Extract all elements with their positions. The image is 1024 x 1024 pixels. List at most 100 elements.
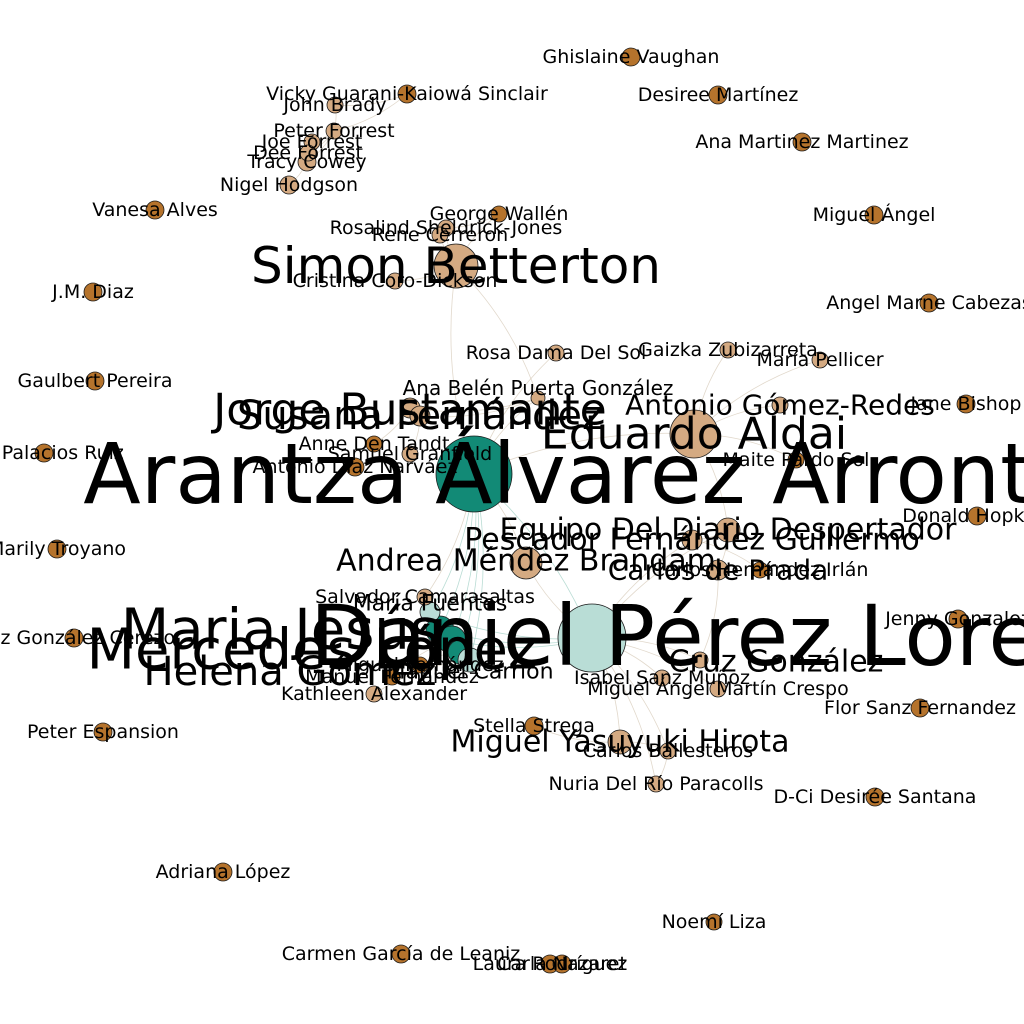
graph-node[interactable] bbox=[691, 651, 709, 669]
graph-node[interactable] bbox=[457, 647, 483, 673]
graph-node[interactable] bbox=[64, 628, 84, 648]
node-label: Stella Strega bbox=[473, 715, 595, 737]
graph-node[interactable] bbox=[279, 175, 299, 195]
graph-node[interactable] bbox=[34, 443, 54, 463]
graph-node[interactable] bbox=[751, 561, 769, 579]
node-label: Equipo Del Diario Despertador bbox=[500, 513, 958, 548]
graph-node[interactable] bbox=[524, 716, 544, 736]
node-label: Miguel Ángel bbox=[813, 203, 936, 226]
graph-node[interactable] bbox=[547, 344, 565, 362]
graph-node[interactable] bbox=[865, 787, 885, 807]
node-label: Rosalind Sheldrick-Jones bbox=[330, 217, 563, 239]
graph-node[interactable] bbox=[669, 409, 719, 459]
node-label: Helena Gómez bbox=[143, 649, 436, 695]
graph-node[interactable] bbox=[85, 371, 105, 391]
graph-node[interactable] bbox=[213, 862, 233, 882]
graph-node[interactable] bbox=[621, 47, 641, 67]
node-label: Miguel Fernández bbox=[336, 654, 503, 676]
graph-node[interactable] bbox=[653, 669, 671, 687]
graph-node[interactable] bbox=[967, 506, 987, 526]
node-label: D-Ci Desirée Santana bbox=[774, 786, 977, 808]
graph-node[interactable] bbox=[647, 775, 665, 793]
node-label: Peter Forrest bbox=[273, 120, 394, 142]
graph-node[interactable] bbox=[864, 205, 884, 225]
graph-node[interactable] bbox=[93, 722, 113, 742]
node-label: Carlos Hernández Irlán bbox=[652, 559, 869, 581]
graph-node[interactable] bbox=[707, 559, 729, 581]
graph-node[interactable] bbox=[326, 96, 344, 114]
graph-node[interactable] bbox=[956, 394, 976, 414]
graph-node[interactable] bbox=[411, 656, 429, 674]
node-label: Marily Troyano bbox=[0, 538, 126, 560]
node-label: Joe Forrest bbox=[261, 131, 363, 153]
graph-node[interactable] bbox=[391, 944, 411, 964]
node-label: María Fuentes bbox=[353, 592, 508, 617]
graph-node[interactable] bbox=[365, 685, 383, 703]
graph-node[interactable] bbox=[771, 396, 789, 414]
graph-node[interactable] bbox=[530, 390, 546, 406]
node-label: Eduardo Aldai bbox=[541, 409, 847, 460]
graph-node[interactable] bbox=[383, 668, 401, 686]
node-label: Angel Marne Cabezas bbox=[826, 292, 1024, 314]
graph-node[interactable] bbox=[919, 293, 939, 313]
node-label: Gaulbert Pereira bbox=[17, 370, 172, 392]
graph-node[interactable] bbox=[365, 435, 383, 453]
graph-node[interactable] bbox=[948, 609, 968, 629]
graph-node[interactable] bbox=[792, 132, 812, 152]
graph-node[interactable] bbox=[910, 698, 930, 718]
node-label: Nigel Hodgson bbox=[220, 174, 358, 196]
node-label: Rosa Dama Del Sol bbox=[466, 342, 647, 364]
graph-node[interactable] bbox=[401, 445, 419, 463]
node-label: Tracy Cowey bbox=[246, 151, 366, 173]
node-label: Jane Bishop bbox=[910, 393, 1022, 415]
node-label: Susana Fernández bbox=[237, 393, 603, 439]
graph-node[interactable] bbox=[409, 405, 431, 427]
graph-node[interactable] bbox=[719, 341, 737, 359]
graph-node[interactable] bbox=[83, 282, 103, 302]
graph-node[interactable] bbox=[708, 85, 728, 105]
node-label: Manuel Carrión bbox=[386, 660, 553, 685]
node-label: Daniel Pérez Lorente bbox=[310, 587, 1024, 685]
graph-node[interactable] bbox=[386, 272, 404, 290]
node-label: Miguel Yasuyuki Hirota bbox=[451, 725, 790, 760]
graph-node[interactable] bbox=[431, 226, 449, 244]
graph-node[interactable] bbox=[299, 144, 317, 162]
graph-node[interactable] bbox=[557, 603, 627, 673]
graph-node[interactable] bbox=[607, 729, 633, 755]
node-label: Flor Sanz Fernandez bbox=[824, 697, 1016, 719]
node-label: Kathleen Alexander bbox=[281, 683, 467, 705]
graph-node[interactable] bbox=[787, 451, 805, 469]
graph-node[interactable] bbox=[435, 435, 513, 513]
node-label: Maria Jesús bbox=[121, 598, 439, 663]
edge-n13-n5 bbox=[419, 397, 539, 418]
graph-node[interactable] bbox=[490, 205, 508, 223]
node-label: Simon Betterton bbox=[251, 237, 661, 295]
graph-node[interactable] bbox=[709, 680, 727, 698]
graph-node[interactable] bbox=[433, 243, 479, 289]
graph-node[interactable] bbox=[811, 351, 829, 369]
graph-node[interactable] bbox=[345, 457, 365, 477]
node-label: Del Palacios Ruiz bbox=[0, 442, 124, 464]
graph-node[interactable] bbox=[145, 200, 165, 220]
graph-node[interactable] bbox=[47, 539, 67, 559]
node-label: Carlos de Prada bbox=[608, 554, 829, 587]
graph-node[interactable] bbox=[416, 588, 434, 606]
graph-node[interactable] bbox=[397, 84, 417, 104]
graph-node[interactable] bbox=[705, 913, 723, 931]
node-label: Rene Cerreron bbox=[372, 224, 508, 246]
node-label: Samuel Granfield bbox=[328, 443, 492, 465]
graph-node[interactable] bbox=[325, 122, 343, 140]
graph-node[interactable] bbox=[509, 546, 543, 580]
node-label: Ghislaine Vaughan bbox=[543, 46, 720, 68]
node-label: Ana Belén Puerta González bbox=[403, 376, 674, 400]
graph-node[interactable] bbox=[681, 529, 703, 551]
graph-node[interactable] bbox=[552, 954, 572, 974]
graph-node[interactable] bbox=[659, 742, 677, 760]
node-label: Dee Forrest bbox=[253, 142, 363, 164]
node-label: Manuel Fernández bbox=[305, 666, 479, 688]
node-label: Carla Nazaret bbox=[497, 953, 627, 975]
node-label: Luiz González Cerezo bbox=[0, 627, 175, 649]
graph-node[interactable] bbox=[715, 517, 741, 543]
node-label: Anne Den Tandt bbox=[299, 433, 450, 455]
